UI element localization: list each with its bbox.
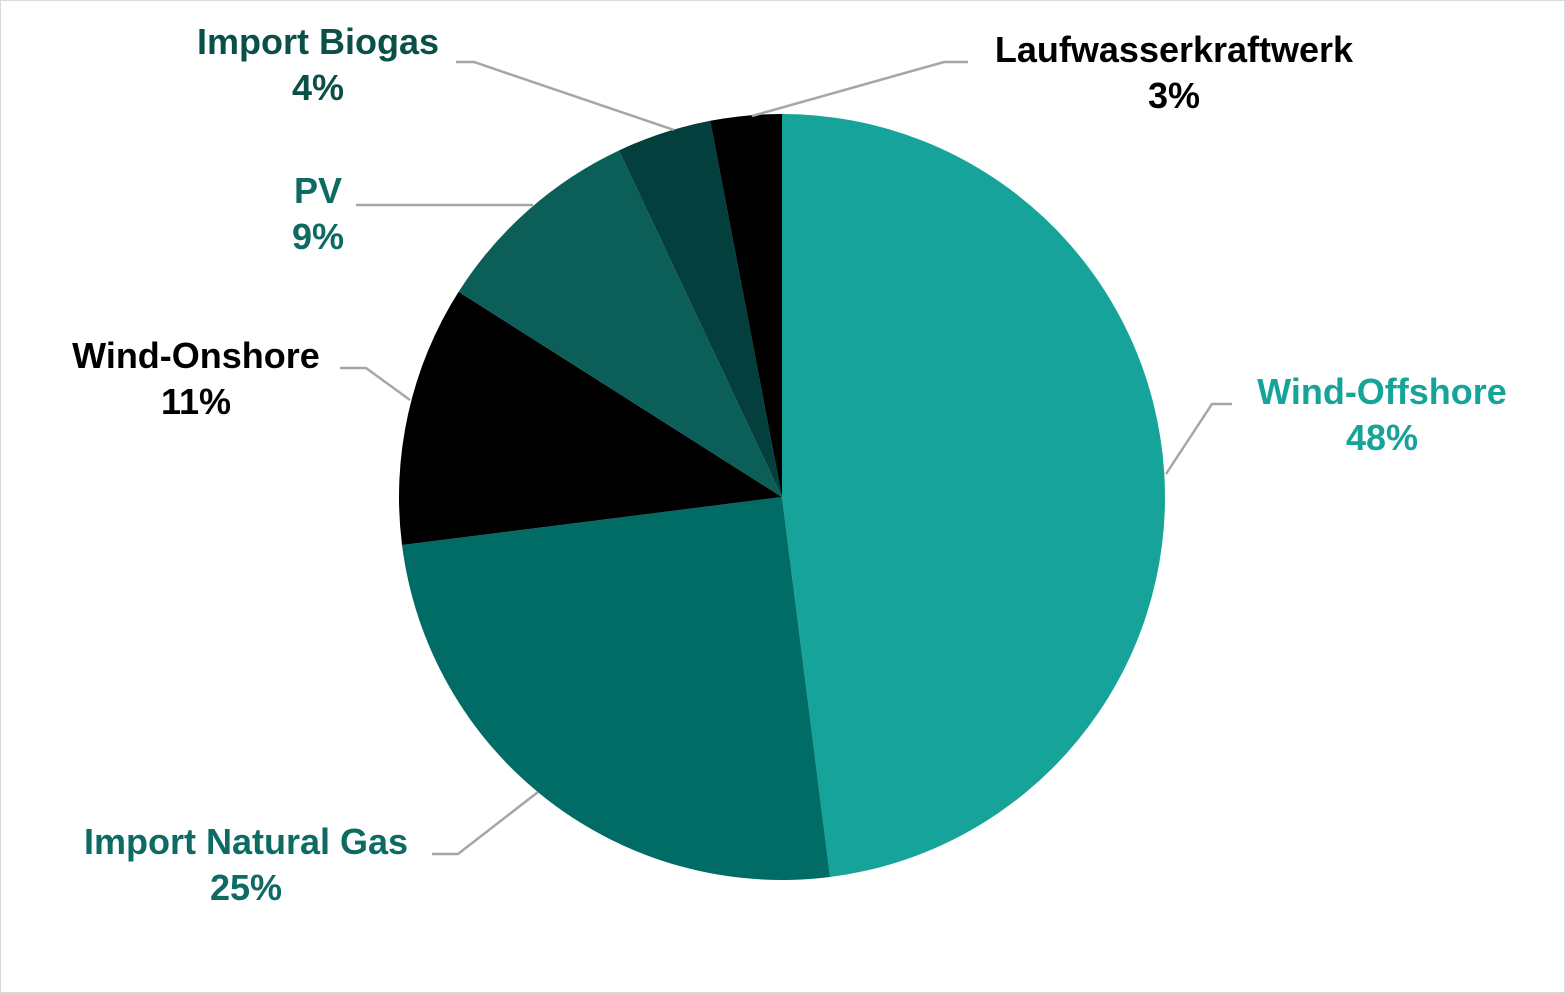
slice-label-pv: PV xyxy=(294,170,342,211)
slice-label-laufwasserkraftwerk: Laufwasserkraftwerk xyxy=(995,29,1354,70)
slice-label-import-natural-gas: Import Natural Gas xyxy=(84,821,408,862)
slice-value-label-pv: 9% xyxy=(292,216,344,257)
slice-label-wind-offshore: Wind-Offshore xyxy=(1257,371,1507,412)
pie-slice-wind-onshore xyxy=(399,291,782,546)
leader-line-import-natural-gas xyxy=(432,791,539,856)
slice-value-label-wind-offshore: 48% xyxy=(1346,417,1418,458)
slice-label-wind-onshore: Wind-Onshore xyxy=(72,335,320,376)
slice-label-import-biogas: Import Biogas xyxy=(197,21,439,62)
pie-slice-import-biogas xyxy=(618,120,782,497)
slice-value-label-import-natural-gas: 25% xyxy=(210,867,282,908)
leader-line-import-biogas xyxy=(456,60,675,132)
slice-value-label-laufwasserkraftwerk: 3% xyxy=(1148,75,1200,116)
slice-value-label-wind-onshore: 11% xyxy=(161,381,231,422)
leader-line-wind-onshore xyxy=(340,366,411,402)
leader-line-wind-offshore xyxy=(1164,402,1232,475)
pie-slice-wind-offshore xyxy=(782,113,1166,877)
leader-line-laufwasserkraftwerk xyxy=(751,60,968,118)
slice-value-label-import-biogas: 4% xyxy=(292,67,344,108)
pie-slice-laufwasserkraftwerk xyxy=(710,114,782,497)
pie-slice-import-natural-gas xyxy=(402,497,831,880)
pie-slice-pv xyxy=(458,150,782,497)
